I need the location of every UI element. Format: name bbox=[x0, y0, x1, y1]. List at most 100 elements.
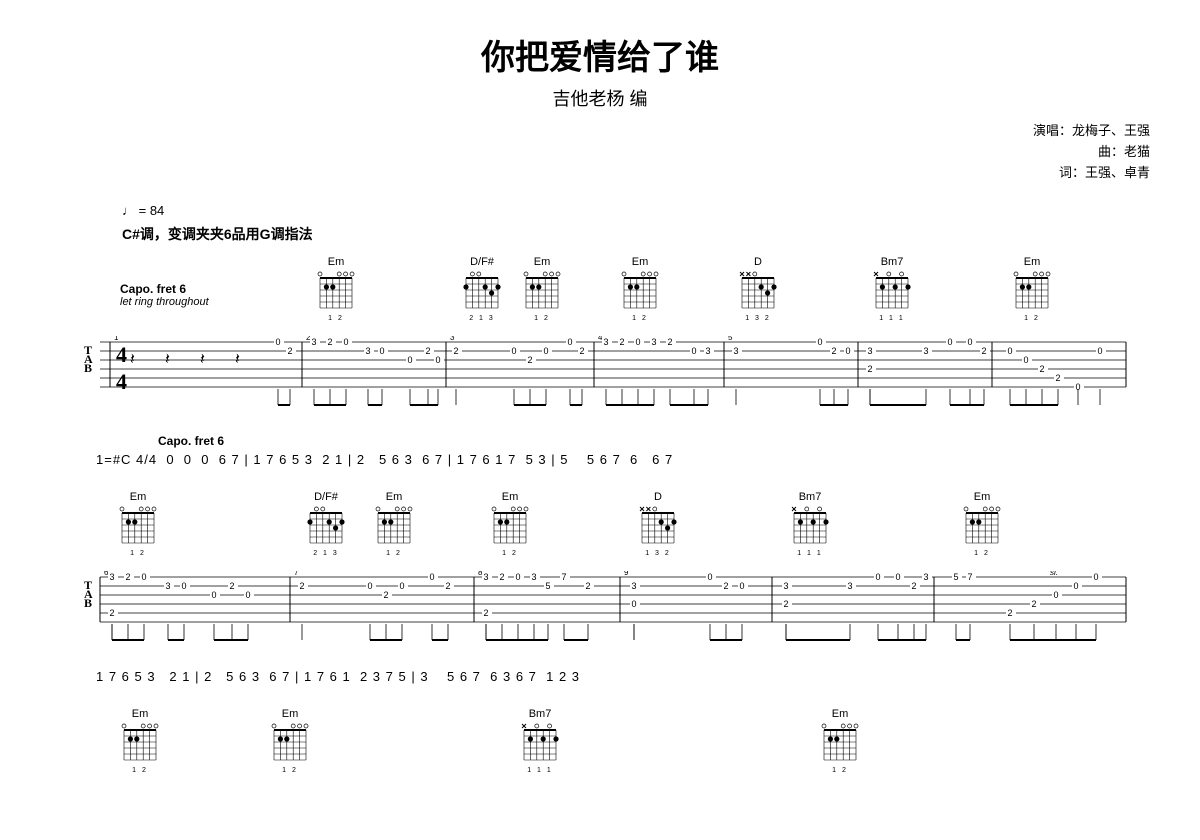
chord-fingering: 1 2 bbox=[120, 767, 160, 774]
svg-text:3: 3 bbox=[923, 346, 928, 356]
chord-diagram: Em 1 2 bbox=[270, 708, 310, 774]
chord-diagram: Em 1 2 bbox=[490, 491, 530, 557]
svg-text:0: 0 bbox=[1053, 590, 1058, 600]
svg-text:0: 0 bbox=[947, 337, 952, 347]
chord-diagram: D1 3 2 bbox=[738, 256, 778, 322]
svg-text:2: 2 bbox=[527, 355, 532, 365]
svg-text:0: 0 bbox=[181, 581, 186, 591]
svg-text:0: 0 bbox=[515, 572, 520, 582]
chord-fingering: 1 2 bbox=[374, 550, 414, 557]
chord-diagram: Em 1 2 bbox=[374, 491, 414, 557]
svg-text:5: 5 bbox=[953, 572, 958, 582]
svg-text:3: 3 bbox=[450, 336, 455, 342]
chord-fingering: 1 3 2 bbox=[638, 550, 678, 557]
chord-fingering: 1 2 bbox=[620, 315, 660, 322]
chord-name: Em bbox=[962, 491, 1002, 503]
svg-text:2: 2 bbox=[499, 572, 504, 582]
svg-text:3: 3 bbox=[733, 346, 738, 356]
svg-text:0: 0 bbox=[817, 337, 822, 347]
numbered-notation: 1=#C 4/4 0 0 0 6 7 | 1 7 6 5 3 2 1 | 2 5… bbox=[96, 452, 1150, 467]
svg-text:4: 4 bbox=[116, 342, 127, 367]
svg-text:sl.: sl. bbox=[1050, 571, 1058, 577]
svg-text:2: 2 bbox=[327, 337, 332, 347]
svg-text:0: 0 bbox=[1097, 346, 1102, 356]
lyrics-value: 王强、卓青 bbox=[1085, 165, 1150, 180]
chord-diagram: Em 1 2 bbox=[522, 256, 562, 322]
chord-fingering: 1 2 bbox=[1012, 315, 1052, 322]
svg-text:𝄽: 𝄽 bbox=[165, 351, 170, 368]
svg-text:2: 2 bbox=[585, 581, 590, 591]
svg-text:2: 2 bbox=[1055, 373, 1060, 383]
chord-name: Em bbox=[270, 708, 310, 720]
chord-fingering: 1 2 bbox=[490, 550, 530, 557]
svg-text:2: 2 bbox=[1039, 364, 1044, 374]
svg-text:2: 2 bbox=[911, 581, 916, 591]
svg-text:2: 2 bbox=[229, 581, 234, 591]
svg-text:2: 2 bbox=[831, 346, 836, 356]
svg-text:3: 3 bbox=[365, 346, 370, 356]
svg-text:0: 0 bbox=[275, 337, 280, 347]
chord-diagram: Em 1 2 bbox=[962, 491, 1002, 557]
chord-fingering: 1 1 1 bbox=[872, 315, 912, 322]
chord-name: Em bbox=[374, 491, 414, 503]
svg-text:0: 0 bbox=[245, 590, 250, 600]
chord-name: Em bbox=[820, 708, 860, 720]
numbered-notation: 1 7 6 5 3 2 1 | 2 5 6 3 6 7 | 1 7 6 1 2 … bbox=[96, 669, 1150, 684]
page-title: 你把爱情给了谁 bbox=[50, 30, 1150, 79]
chord-fingering: 1 2 bbox=[820, 767, 860, 774]
svg-text:0: 0 bbox=[429, 572, 434, 582]
svg-text:𝄽: 𝄽 bbox=[235, 351, 240, 368]
svg-text:0: 0 bbox=[707, 572, 712, 582]
svg-text:0: 0 bbox=[379, 346, 384, 356]
chord-name: D bbox=[638, 491, 678, 503]
tab-clef: TAB bbox=[84, 346, 93, 373]
svg-text:0: 0 bbox=[895, 572, 900, 582]
svg-text:2: 2 bbox=[125, 572, 130, 582]
svg-text:2: 2 bbox=[445, 581, 450, 591]
chord-name: Em bbox=[118, 491, 158, 503]
svg-text:0: 0 bbox=[567, 337, 572, 347]
svg-text:2: 2 bbox=[425, 346, 430, 356]
svg-text:0: 0 bbox=[543, 346, 548, 356]
capo-label: Capo. fret 6 bbox=[120, 282, 186, 296]
chord-name: Em bbox=[120, 708, 160, 720]
chord-diagram: Bm71 1 1 bbox=[872, 256, 912, 322]
svg-text:7: 7 bbox=[561, 572, 566, 582]
chord-name: Bm7 bbox=[790, 491, 830, 503]
music-label: 曲： bbox=[1098, 144, 1124, 159]
svg-text:3: 3 bbox=[483, 572, 488, 582]
svg-text:0: 0 bbox=[343, 337, 348, 347]
lyrics-label: 词： bbox=[1059, 165, 1085, 180]
svg-text:0: 0 bbox=[1023, 355, 1028, 365]
tab-staff: TAB1234544𝄽𝄽𝄽𝄽02320300202020023203203302… bbox=[50, 336, 1150, 426]
chord-fingering: 1 3 2 bbox=[738, 315, 778, 322]
svg-text:3: 3 bbox=[783, 581, 788, 591]
svg-text:2: 2 bbox=[723, 581, 728, 591]
key-instruction: C#调，变调夹夹6品用G调指法 bbox=[122, 224, 1150, 244]
svg-text:3: 3 bbox=[867, 346, 872, 356]
svg-text:2: 2 bbox=[109, 608, 114, 618]
tab-clef: TAB bbox=[84, 581, 93, 608]
chord-fingering: 1 2 bbox=[962, 550, 1002, 557]
svg-text:5: 5 bbox=[728, 336, 733, 342]
svg-text:𝄽: 𝄽 bbox=[200, 351, 205, 368]
singer-label: 演唱： bbox=[1033, 123, 1072, 138]
svg-text:2: 2 bbox=[783, 599, 788, 609]
chord-diagram: Bm71 1 1 bbox=[790, 491, 830, 557]
svg-text:0: 0 bbox=[1073, 581, 1078, 591]
svg-text:0: 0 bbox=[367, 581, 372, 591]
chord-fingering: 2 1 3 bbox=[306, 550, 346, 557]
svg-text:0: 0 bbox=[511, 346, 516, 356]
svg-text:0: 0 bbox=[967, 337, 972, 347]
singer-value: 龙梅子、王强 bbox=[1072, 123, 1150, 138]
chord-name: Em bbox=[522, 256, 562, 268]
chord-diagram: Bm71 1 1 bbox=[520, 708, 560, 774]
chord-diagram: Em 1 2 bbox=[620, 256, 660, 322]
chord-fingering: 1 2 bbox=[522, 315, 562, 322]
svg-text:2: 2 bbox=[619, 337, 624, 347]
chord-diagram: Em 1 2 bbox=[316, 256, 356, 322]
svg-text:2: 2 bbox=[1031, 599, 1036, 609]
chord-name: D/F# bbox=[462, 256, 502, 268]
svg-text:3: 3 bbox=[705, 346, 710, 356]
chord-name: Em bbox=[620, 256, 660, 268]
